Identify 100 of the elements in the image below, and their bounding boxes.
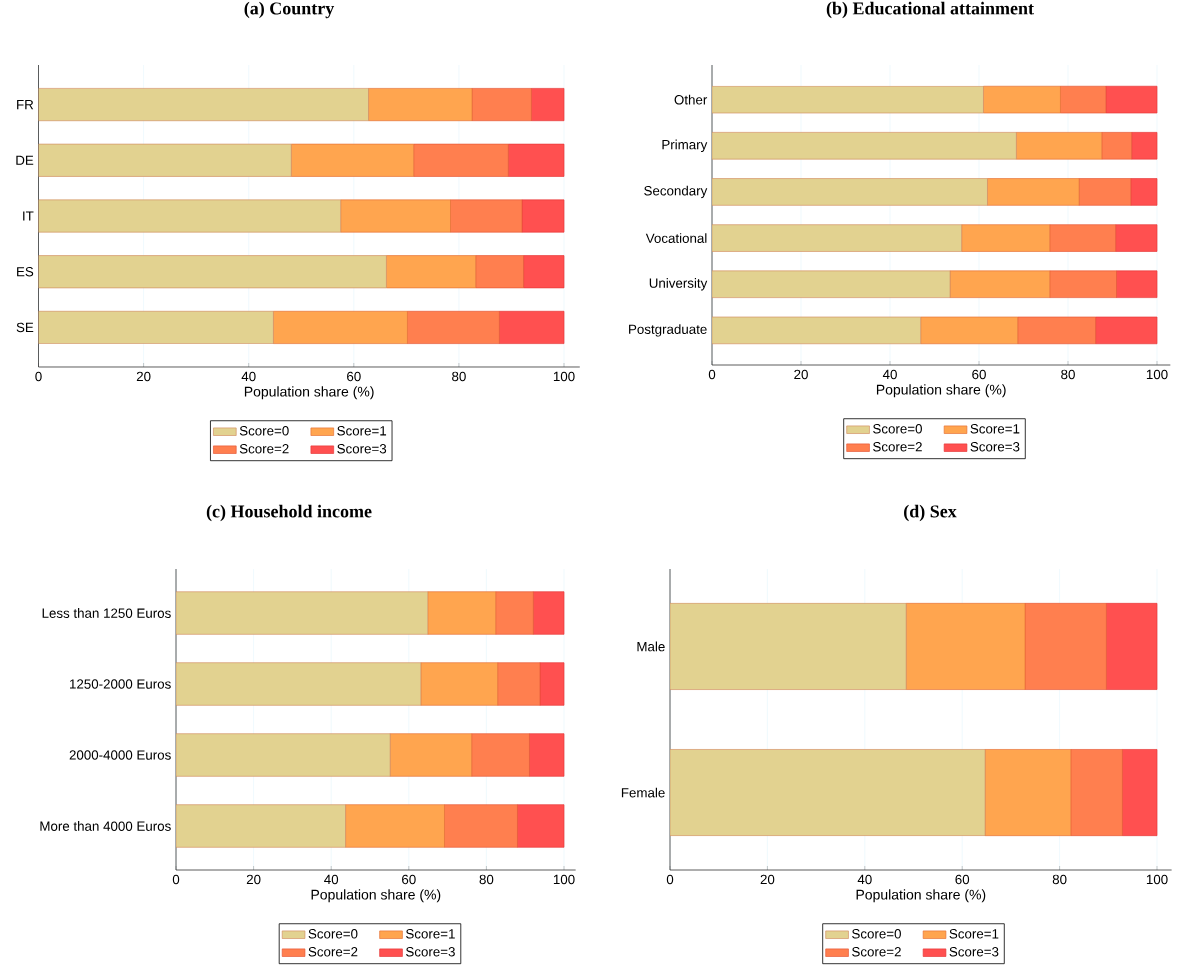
bar xyxy=(517,804,565,848)
bar xyxy=(1116,270,1158,298)
bar xyxy=(471,88,532,122)
y-tick-label: More than 4000 Euros xyxy=(40,821,171,831)
x-tick-label: 40 xyxy=(882,369,897,380)
bar xyxy=(712,85,984,114)
x-tick-label: 0 xyxy=(35,371,42,382)
x-tick-label: 60 xyxy=(347,371,361,382)
legend-label: Score=3 xyxy=(949,947,999,957)
y-tick-label: Vocational xyxy=(645,233,707,243)
bar xyxy=(1049,270,1117,298)
legend-label: Score=1 xyxy=(949,929,999,939)
bar xyxy=(38,143,292,177)
bar xyxy=(984,749,1072,836)
x-axis-title: Population share (%) xyxy=(244,386,374,400)
bar xyxy=(1024,603,1107,690)
legend-label: Score=0 xyxy=(308,929,358,939)
bar xyxy=(521,199,565,233)
bar xyxy=(427,591,497,635)
bar xyxy=(38,199,342,233)
x-tick-label: 80 xyxy=(452,371,466,382)
x-axis-title: Population share (%) xyxy=(876,384,1006,398)
y-tick-label: FR xyxy=(17,99,34,110)
bar xyxy=(1049,224,1116,252)
bar xyxy=(1060,85,1107,114)
bar xyxy=(450,199,523,233)
legend-label: Score=3 xyxy=(406,947,455,957)
bar xyxy=(176,591,429,635)
y-tick-label: 2000-4000 Euros xyxy=(69,750,171,760)
bar xyxy=(420,662,498,706)
bar xyxy=(176,804,346,848)
legend-label: Score=2 xyxy=(873,442,922,452)
legend-label: Score=2 xyxy=(308,947,358,957)
y-tick-label: ES xyxy=(17,267,34,277)
y-tick-label: Primary xyxy=(662,139,708,152)
bar xyxy=(38,88,369,122)
chart-title: (b) Educational attainment xyxy=(826,1,1034,19)
x-tick-label: 80 xyxy=(1061,369,1075,380)
x-tick-label: 40 xyxy=(241,371,256,382)
y-tick-label: IT xyxy=(23,211,34,221)
y-tick-label: Postgraduate xyxy=(629,324,707,337)
bar xyxy=(340,199,451,233)
bar xyxy=(949,270,1051,298)
bar xyxy=(533,591,565,635)
bar xyxy=(529,733,565,777)
chart-title: (c) Household income xyxy=(206,504,372,522)
bar xyxy=(386,255,477,289)
bar xyxy=(1106,603,1158,690)
y-tick-label: Less than 1250 Euros xyxy=(42,608,171,618)
bar xyxy=(983,85,1061,114)
bar xyxy=(38,255,387,289)
y-tick-label: 1250-2000 Euros xyxy=(70,679,171,689)
x-tick-label: 20 xyxy=(760,874,775,885)
bar xyxy=(1105,85,1158,114)
x-axis-title: Population share (%) xyxy=(856,889,986,903)
bar xyxy=(1095,316,1158,345)
legend-label: Score=1 xyxy=(970,424,1020,434)
legend-label: Score=0 xyxy=(852,929,901,939)
x-tick-label: 0 xyxy=(708,369,716,380)
legend-label: Score=1 xyxy=(406,929,455,939)
y-tick-label: Male xyxy=(637,641,665,652)
bar xyxy=(1078,178,1132,206)
bar xyxy=(507,143,565,177)
bar xyxy=(273,310,408,344)
x-axis-title: Population share (%) xyxy=(311,889,441,903)
bar xyxy=(1101,132,1132,160)
bar xyxy=(905,603,1026,690)
x-tick-label: 20 xyxy=(794,369,808,380)
bar xyxy=(712,178,988,206)
bar xyxy=(38,310,274,344)
bar xyxy=(471,733,530,777)
x-tick-label: 60 xyxy=(402,874,416,885)
x-tick-label: 40 xyxy=(857,874,872,885)
y-tick-label: University xyxy=(649,278,708,291)
bar xyxy=(1017,316,1096,345)
legend-label: Score=2 xyxy=(239,444,289,454)
bar xyxy=(920,316,1019,345)
bar xyxy=(345,804,445,848)
bar xyxy=(290,143,415,177)
bar xyxy=(670,603,907,690)
x-tick-label: 100 xyxy=(1146,874,1168,885)
legend-label: Score=2 xyxy=(852,947,901,957)
y-tick-label: Other xyxy=(674,94,708,105)
legend-label: Score=3 xyxy=(970,442,1020,452)
bar xyxy=(1016,132,1103,160)
y-tick-label: DE xyxy=(16,155,34,165)
bar xyxy=(413,143,509,177)
bar xyxy=(523,255,565,289)
bar xyxy=(961,224,1051,252)
bar xyxy=(712,316,922,345)
bar xyxy=(712,132,1017,160)
bar xyxy=(497,662,541,706)
x-tick-label: 80 xyxy=(1052,874,1067,885)
bar xyxy=(712,224,962,252)
y-tick-label: Secondary xyxy=(644,185,708,199)
bar xyxy=(712,270,951,298)
x-tick-label: 100 xyxy=(553,371,575,382)
bar xyxy=(176,662,422,706)
bar xyxy=(368,88,473,122)
x-tick-label: 60 xyxy=(972,369,986,380)
